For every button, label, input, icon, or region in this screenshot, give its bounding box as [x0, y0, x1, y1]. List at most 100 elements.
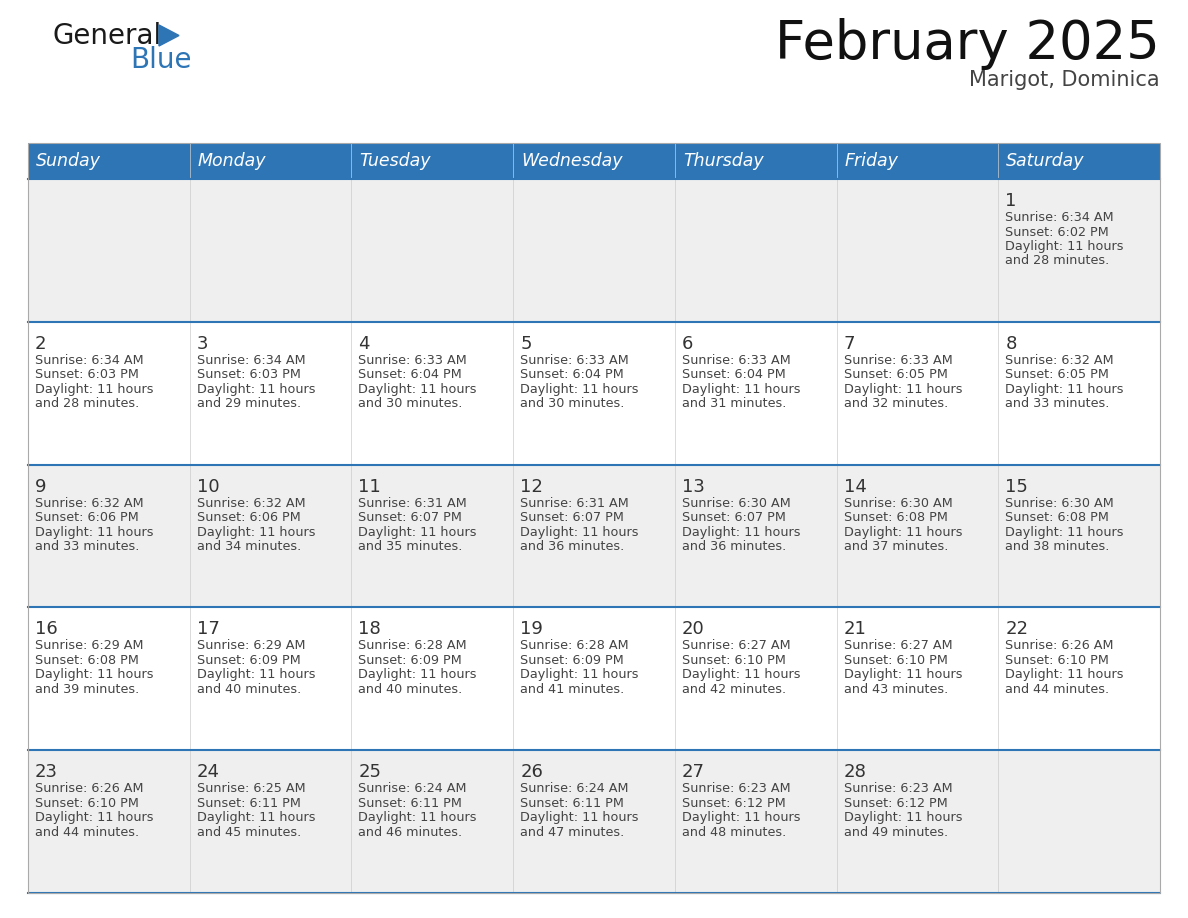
Text: Daylight: 11 hours: Daylight: 11 hours [682, 812, 801, 824]
Text: 19: 19 [520, 621, 543, 638]
Text: 13: 13 [682, 477, 704, 496]
Text: Sunset: 6:07 PM: Sunset: 6:07 PM [682, 511, 785, 524]
Bar [29, 143, 1159, 179]
Text: and 47 minutes.: and 47 minutes. [520, 825, 625, 839]
Text: Daylight: 11 hours: Daylight: 11 hours [197, 526, 315, 539]
Text: Daylight: 11 hours: Daylight: 11 hours [34, 526, 153, 539]
Text: 11: 11 [359, 477, 381, 496]
Text: Sunrise: 6:32 AM: Sunrise: 6:32 AM [197, 497, 305, 509]
Text: Daylight: 11 hours: Daylight: 11 hours [843, 668, 962, 681]
Text: and 30 minutes.: and 30 minutes. [359, 397, 463, 410]
Text: Daylight: 11 hours: Daylight: 11 hours [682, 668, 801, 681]
Text: and 34 minutes.: and 34 minutes. [197, 540, 301, 554]
Text: Daylight: 11 hours: Daylight: 11 hours [1005, 240, 1124, 253]
Text: Sunrise: 6:34 AM: Sunrise: 6:34 AM [34, 353, 144, 367]
Text: Sunset: 6:10 PM: Sunset: 6:10 PM [1005, 654, 1110, 666]
Text: Sunset: 6:08 PM: Sunset: 6:08 PM [34, 654, 139, 666]
Text: Sunrise: 6:33 AM: Sunrise: 6:33 AM [520, 353, 628, 367]
Text: 22: 22 [1005, 621, 1029, 638]
Bar [29, 322, 1159, 465]
Text: and 40 minutes.: and 40 minutes. [197, 683, 301, 696]
Text: Sunset: 6:11 PM: Sunset: 6:11 PM [520, 797, 624, 810]
Text: and 33 minutes.: and 33 minutes. [1005, 397, 1110, 410]
Text: 9: 9 [34, 477, 46, 496]
Text: Sunset: 6:06 PM: Sunset: 6:06 PM [197, 511, 301, 524]
Text: Daylight: 11 hours: Daylight: 11 hours [1005, 526, 1124, 539]
Text: Sunset: 6:07 PM: Sunset: 6:07 PM [359, 511, 462, 524]
Text: Sunrise: 6:31 AM: Sunrise: 6:31 AM [520, 497, 628, 509]
Text: Thursday: Thursday [683, 152, 764, 170]
Text: and 44 minutes.: and 44 minutes. [1005, 683, 1110, 696]
Text: Daylight: 11 hours: Daylight: 11 hours [359, 812, 476, 824]
Polygon shape [159, 25, 179, 46]
Text: Daylight: 11 hours: Daylight: 11 hours [520, 383, 639, 396]
Text: Sunset: 6:10 PM: Sunset: 6:10 PM [34, 797, 139, 810]
Text: Sunset: 6:12 PM: Sunset: 6:12 PM [843, 797, 947, 810]
Text: Sunset: 6:08 PM: Sunset: 6:08 PM [843, 511, 948, 524]
Text: Daylight: 11 hours: Daylight: 11 hours [359, 526, 476, 539]
Text: Sunset: 6:05 PM: Sunset: 6:05 PM [1005, 368, 1110, 381]
Text: and 35 minutes.: and 35 minutes. [359, 540, 463, 554]
Text: and 49 minutes.: and 49 minutes. [843, 825, 948, 839]
Text: Sunset: 6:07 PM: Sunset: 6:07 PM [520, 511, 624, 524]
Text: Sunrise: 6:29 AM: Sunrise: 6:29 AM [197, 640, 305, 653]
Text: Sunset: 6:12 PM: Sunset: 6:12 PM [682, 797, 785, 810]
Text: and 37 minutes.: and 37 minutes. [843, 540, 948, 554]
Text: Saturday: Saturday [1006, 152, 1085, 170]
Text: Daylight: 11 hours: Daylight: 11 hours [359, 383, 476, 396]
Text: Sunrise: 6:31 AM: Sunrise: 6:31 AM [359, 497, 467, 509]
Text: and 45 minutes.: and 45 minutes. [197, 825, 301, 839]
Text: Sunrise: 6:27 AM: Sunrise: 6:27 AM [843, 640, 953, 653]
Text: Sunrise: 6:23 AM: Sunrise: 6:23 AM [843, 782, 953, 795]
Text: 6: 6 [682, 335, 694, 353]
Text: 23: 23 [34, 763, 58, 781]
Text: and 38 minutes.: and 38 minutes. [1005, 540, 1110, 554]
Text: Monday: Monday [197, 152, 266, 170]
Text: Daylight: 11 hours: Daylight: 11 hours [682, 526, 801, 539]
Text: and 32 minutes.: and 32 minutes. [843, 397, 948, 410]
Text: Sunrise: 6:24 AM: Sunrise: 6:24 AM [520, 782, 628, 795]
Text: and 33 minutes.: and 33 minutes. [34, 540, 139, 554]
Text: and 46 minutes.: and 46 minutes. [359, 825, 462, 839]
Text: 17: 17 [197, 621, 220, 638]
Text: Sunrise: 6:33 AM: Sunrise: 6:33 AM [682, 353, 790, 367]
Text: Daylight: 11 hours: Daylight: 11 hours [34, 668, 153, 681]
Text: and 30 minutes.: and 30 minutes. [520, 397, 625, 410]
Text: Sunset: 6:05 PM: Sunset: 6:05 PM [843, 368, 948, 381]
Text: 14: 14 [843, 477, 866, 496]
Text: Sunset: 6:09 PM: Sunset: 6:09 PM [197, 654, 301, 666]
Text: Sunset: 6:11 PM: Sunset: 6:11 PM [197, 797, 301, 810]
Text: Sunset: 6:04 PM: Sunset: 6:04 PM [520, 368, 624, 381]
Bar [29, 465, 1159, 608]
Text: and 42 minutes.: and 42 minutes. [682, 683, 786, 696]
Text: 21: 21 [843, 621, 866, 638]
Text: Daylight: 11 hours: Daylight: 11 hours [843, 383, 962, 396]
Text: Sunday: Sunday [36, 152, 101, 170]
Text: 12: 12 [520, 477, 543, 496]
Text: Sunrise: 6:33 AM: Sunrise: 6:33 AM [843, 353, 953, 367]
Text: Sunrise: 6:28 AM: Sunrise: 6:28 AM [520, 640, 628, 653]
Text: Daylight: 11 hours: Daylight: 11 hours [197, 668, 315, 681]
Text: Sunset: 6:09 PM: Sunset: 6:09 PM [520, 654, 624, 666]
Text: Wednesday: Wednesday [522, 152, 623, 170]
Text: Daylight: 11 hours: Daylight: 11 hours [359, 668, 476, 681]
Text: Sunset: 6:10 PM: Sunset: 6:10 PM [682, 654, 785, 666]
Text: Sunrise: 6:26 AM: Sunrise: 6:26 AM [1005, 640, 1114, 653]
Text: February 2025: February 2025 [776, 18, 1159, 70]
Text: and 40 minutes.: and 40 minutes. [359, 683, 462, 696]
Text: Sunrise: 6:25 AM: Sunrise: 6:25 AM [197, 782, 305, 795]
Text: 10: 10 [197, 477, 220, 496]
Text: Daylight: 11 hours: Daylight: 11 hours [520, 526, 639, 539]
Text: Sunrise: 6:32 AM: Sunrise: 6:32 AM [34, 497, 144, 509]
Text: Daylight: 11 hours: Daylight: 11 hours [1005, 383, 1124, 396]
Text: 1: 1 [1005, 192, 1017, 210]
Text: Sunset: 6:09 PM: Sunset: 6:09 PM [359, 654, 462, 666]
Text: 4: 4 [359, 335, 369, 353]
Text: and 39 minutes.: and 39 minutes. [34, 683, 139, 696]
Text: and 36 minutes.: and 36 minutes. [520, 540, 625, 554]
Text: Sunset: 6:06 PM: Sunset: 6:06 PM [34, 511, 139, 524]
Text: 27: 27 [682, 763, 704, 781]
Text: 7: 7 [843, 335, 855, 353]
Text: Daylight: 11 hours: Daylight: 11 hours [34, 812, 153, 824]
Text: Sunrise: 6:30 AM: Sunrise: 6:30 AM [682, 497, 790, 509]
